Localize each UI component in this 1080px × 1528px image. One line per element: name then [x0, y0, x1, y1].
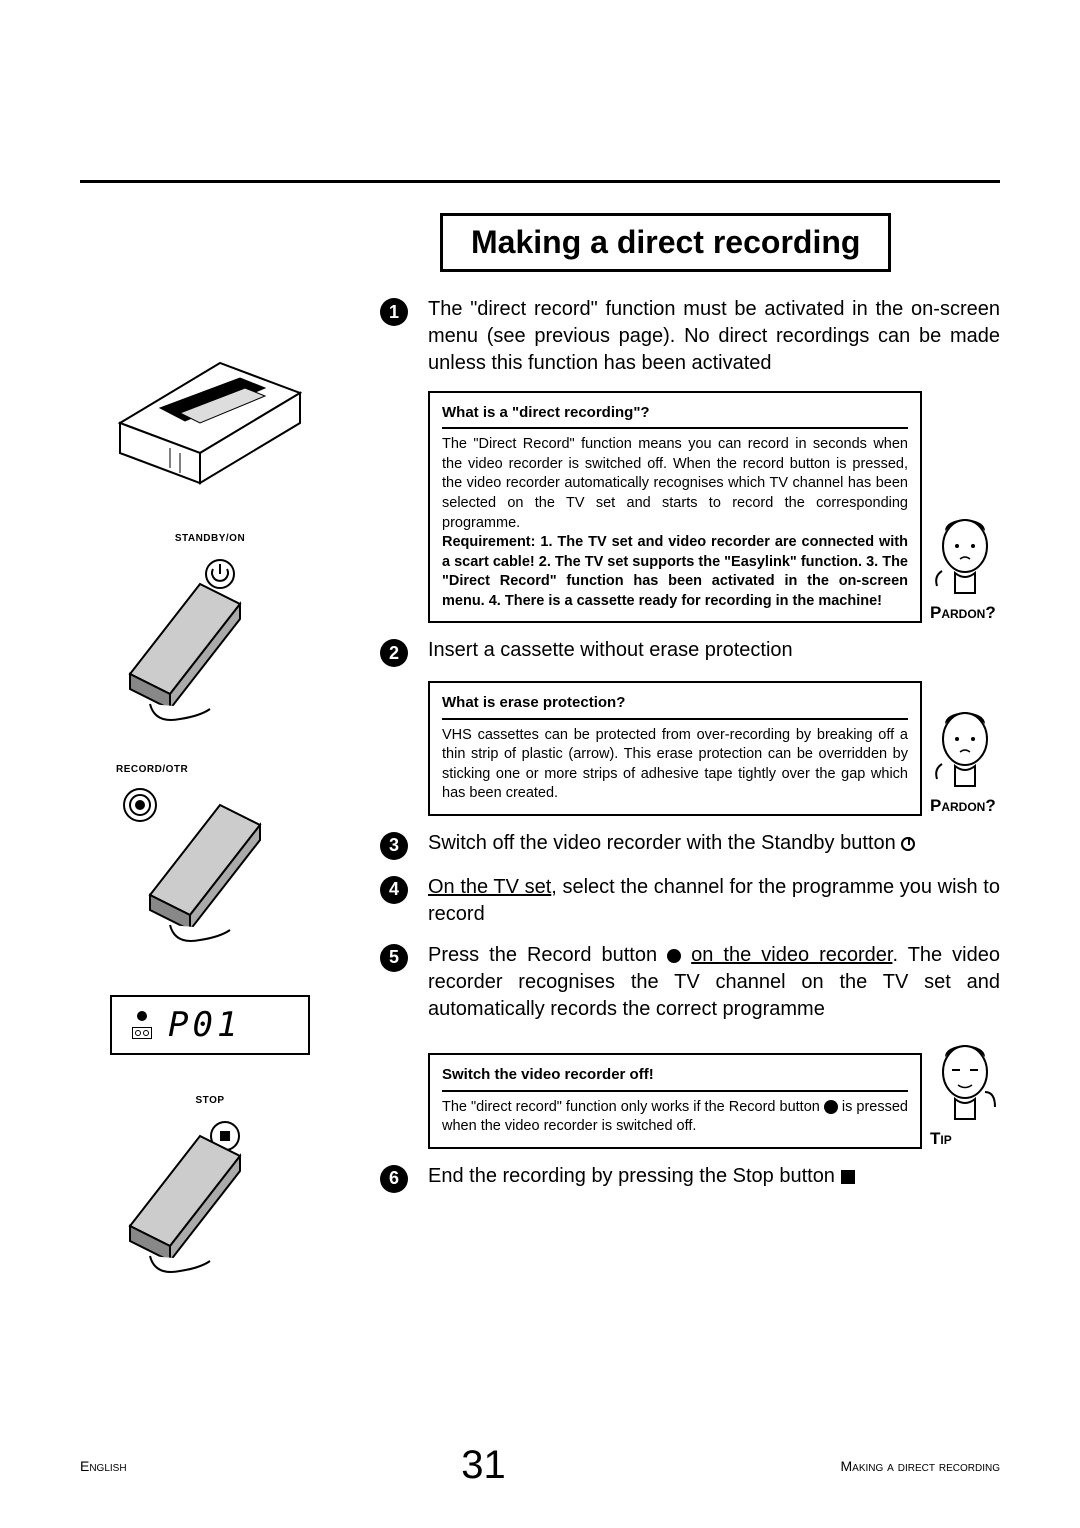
- step-number: 3: [380, 832, 408, 860]
- step-text: Press the Record button on the video rec…: [428, 942, 1000, 1023]
- pardon-label-1: Pardon?: [930, 511, 1000, 623]
- box-body: The "Direct Record" function means you c…: [442, 436, 908, 530]
- info-box-erase-protection: What is erase protection? VHS cassettes …: [428, 681, 922, 816]
- step-2: 2 Insert a cassette without erase protec…: [380, 637, 1000, 667]
- tip-face-icon: [930, 1037, 1000, 1127]
- footer-left: English: [80, 1458, 127, 1474]
- left-illustration-column: STANDBY/ON RECORD/OTR: [80, 213, 340, 1286]
- vcr-display: P01: [110, 995, 310, 1055]
- standby-remote-illustration: STANDBY/ON: [110, 533, 310, 724]
- box-title: What is erase protection?: [442, 693, 908, 713]
- right-text-column: Making a direct recording 1 The "direct …: [380, 213, 1000, 1286]
- box-title: What is a "direct recording"?: [442, 403, 908, 423]
- step-3: 3 Switch off the video recorder with the…: [380, 830, 1000, 860]
- step-text: End the recording by pressing the Stop b…: [428, 1163, 1000, 1193]
- section-title-box: Making a direct recording: [440, 213, 891, 272]
- box-body: VHS cassettes can be protected from over…: [442, 727, 908, 802]
- confused-face-icon: [930, 704, 1000, 794]
- step-text: Insert a cassette without erase protecti…: [428, 637, 1000, 667]
- info-box-switch-off: Switch the video recorder off! The "dire…: [428, 1053, 922, 1148]
- step-underline: on the video recorder: [691, 944, 892, 966]
- info-box-3-wrap: Switch the video recorder off! The "dire…: [428, 1037, 1000, 1149]
- step-number: 5: [380, 944, 408, 972]
- step-text-part: End the recording by pressing the Stop b…: [428, 1165, 841, 1187]
- stop-remote-illustration: STOP: [110, 1095, 310, 1286]
- step-number: 6: [380, 1165, 408, 1193]
- record-indicator-dot: [137, 1011, 147, 1021]
- box-divider: [442, 1090, 908, 1092]
- step-text: The "direct record" function must be act…: [428, 296, 1000, 377]
- step-text-part: Press the Record button: [428, 944, 667, 966]
- step-number: 2: [380, 639, 408, 667]
- record-label: RECORD/OTR: [110, 764, 310, 775]
- step-underline: On the TV set: [428, 876, 551, 898]
- vcr-illustration: [110, 353, 310, 493]
- info-box-2-wrap: What is erase protection? VHS cassettes …: [428, 681, 1000, 816]
- content-area: STANDBY/ON RECORD/OTR: [80, 213, 1000, 1286]
- display-channel: P01: [168, 1005, 241, 1045]
- power-icon: [901, 837, 915, 851]
- stop-label: STOP: [110, 1095, 310, 1106]
- page-number: 31: [461, 1443, 506, 1488]
- step-number: 1: [380, 298, 408, 326]
- page-title: Making a direct recording: [471, 224, 860, 261]
- box-divider: [442, 427, 908, 429]
- footer-right: Making a direct recording: [841, 1458, 1000, 1474]
- pardon-label-2: Pardon?: [930, 704, 1000, 816]
- tip-text: Tip: [930, 1129, 1000, 1149]
- info-box-1-wrap: What is a "direct recording"? The "Direc…: [428, 391, 1000, 623]
- info-box-direct-recording: What is a "direct recording"? The "Direc…: [428, 391, 922, 623]
- step-4: 4 On the TV set, select the channel for …: [380, 874, 1000, 928]
- step-5: 5 Press the Record button on the video r…: [380, 942, 1000, 1023]
- page-footer: English 31 Making a direct recording: [80, 1443, 1000, 1488]
- top-divider: [80, 180, 1000, 183]
- step-6: 6 End the recording by pressing the Stop…: [380, 1163, 1000, 1193]
- step-number: 4: [380, 876, 408, 904]
- box-requirement: Requirement: 1. The TV set and video rec…: [442, 534, 908, 609]
- cassette-icon: [132, 1027, 152, 1039]
- box-title: Switch the video recorder off!: [442, 1065, 908, 1085]
- record-icon: [824, 1100, 838, 1114]
- box-body-a: The "direct record" function only works …: [442, 1099, 824, 1115]
- record-icon: [667, 949, 681, 963]
- confused-face-icon: [930, 511, 1000, 601]
- step-1: 1 The "direct record" function must be a…: [380, 296, 1000, 377]
- step-text-part: Switch off the video recorder with the S…: [428, 832, 901, 854]
- record-remote-illustration: RECORD/OTR: [110, 764, 310, 955]
- standby-label: STANDBY/ON: [110, 533, 310, 544]
- tip-label: Tip: [930, 1037, 1000, 1149]
- pardon-text: Pardon?: [930, 603, 1000, 623]
- step-text: Switch off the video recorder with the S…: [428, 830, 1000, 860]
- pardon-text: Pardon?: [930, 796, 1000, 816]
- box-divider: [442, 718, 908, 720]
- step-text: On the TV set, select the channel for th…: [428, 874, 1000, 928]
- stop-icon: [841, 1170, 855, 1184]
